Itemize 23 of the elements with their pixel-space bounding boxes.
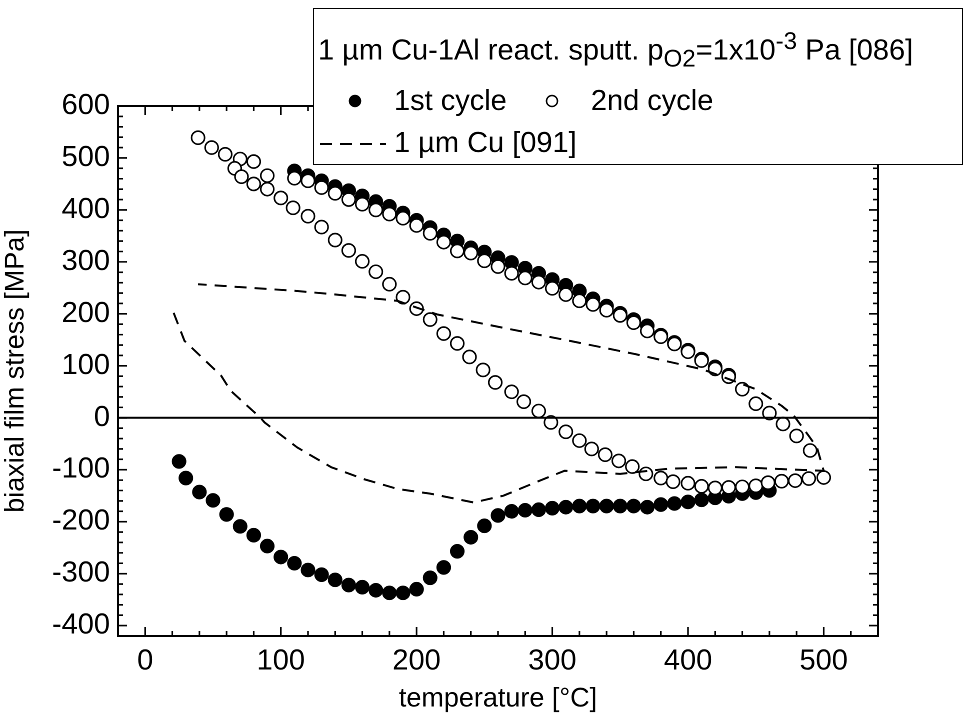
x-tick-label: 400 <box>664 644 712 676</box>
legend-label: 1 µm Cu [091] <box>394 126 577 162</box>
legend-title: 1 µm Cu-1Al react. sputt. p$_{O2}$=1x10$^{-3}$ Pa [086] <box>318 27 914 74</box>
y-tick-label: 200 <box>62 296 110 329</box>
y-tick-label: 100 <box>62 348 110 381</box>
y-tick-label: -200 <box>52 504 110 537</box>
y-tick-label: -400 <box>52 608 110 641</box>
x-tick-label: 500 <box>800 644 848 676</box>
x-tick-label: 200 <box>392 644 441 676</box>
x-tick-label: 100 <box>256 644 306 676</box>
y-tick-label: 300 <box>62 244 110 277</box>
x-tick-label: 300 <box>528 644 576 676</box>
y-tick-label: -100 <box>52 452 110 485</box>
y-tick-label: 0 <box>94 400 110 433</box>
y-tick-label: -300 <box>52 556 110 589</box>
y-tick-label: 600 <box>62 89 110 121</box>
x-tick-label: 0 <box>137 644 154 676</box>
x-axis-title: temperature [°C] <box>398 682 598 712</box>
y-axis-title: biaxial film stress [MPa] <box>0 229 30 513</box>
y-tick-label: 400 <box>62 192 110 225</box>
legend-label: 1st cycle <box>394 84 507 120</box>
y-tick-label: 500 <box>62 140 110 173</box>
legend-label: 2nd cycle <box>590 84 714 120</box>
